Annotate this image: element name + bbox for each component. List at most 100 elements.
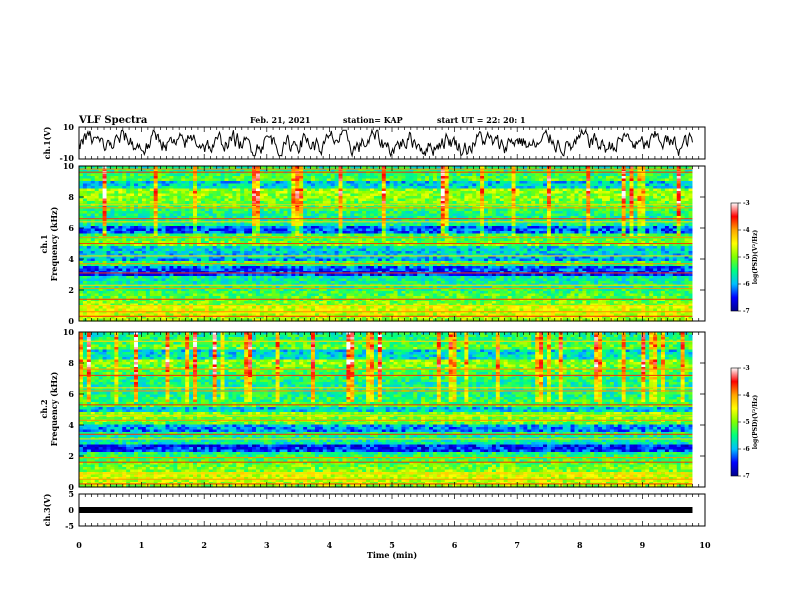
spectrogram-cell <box>255 183 261 187</box>
spectrogram-cell <box>554 176 560 180</box>
spectrogram-cell <box>126 183 131 187</box>
spectrogram-cell <box>212 178 218 182</box>
spectrogram-cell <box>436 168 442 172</box>
spectrogram-cell <box>126 166 131 170</box>
ch1-spectrogram-image <box>79 166 705 322</box>
spectrogram-cell <box>409 176 414 180</box>
spectrogram-cell <box>370 176 375 180</box>
spectrogram-cell <box>523 173 528 177</box>
spectrogram-cell <box>102 178 108 182</box>
spectrogram-cell <box>318 181 324 185</box>
spectrogram-cell <box>460 178 465 182</box>
spectrogram-cell <box>570 178 576 182</box>
spectrogram-cell <box>531 178 536 182</box>
spectrogram-cell <box>193 168 198 172</box>
spectrogram-cell <box>511 181 517 185</box>
spectrogram-cell <box>491 176 497 180</box>
spectrogram-cell <box>145 178 151 182</box>
spectrogram-cell <box>590 168 595 172</box>
spectrogram-cell <box>196 168 202 172</box>
spectrogram-cell <box>110 178 115 182</box>
spectrogram-cell <box>161 183 167 187</box>
spectrogram-cell <box>429 178 434 182</box>
spectrogram-cell <box>602 173 607 177</box>
spectrogram-cell <box>464 181 469 185</box>
spectrogram-cell <box>295 166 300 170</box>
spectrogram-cell <box>491 166 497 170</box>
spectrogram-cell <box>326 183 332 187</box>
spectrogram-cell <box>543 173 548 177</box>
spectrogram-cell <box>307 176 312 180</box>
spectrogram-cell <box>318 178 324 182</box>
spectrogram-cell <box>157 183 163 187</box>
spectrogram-cell <box>232 178 237 182</box>
spectrogram-cell <box>350 176 355 180</box>
spectrogram-cell <box>98 183 104 187</box>
spectrogram-cell <box>381 166 387 170</box>
spectrogram-cell <box>609 173 615 177</box>
spectrogram-cell <box>82 178 88 182</box>
spectrogram-cell <box>653 168 658 172</box>
spectrogram-cell <box>169 176 174 180</box>
spectrogram-cell <box>684 178 690 182</box>
spectrogram-cell <box>153 181 159 185</box>
spectrogram-cell <box>657 176 662 180</box>
spectrogram-cell <box>196 173 202 177</box>
spectrogram-cell <box>137 178 143 182</box>
spectrogram-cell <box>122 183 127 187</box>
spectrogram-cell <box>267 181 273 185</box>
spectrogram-cell <box>334 181 340 185</box>
spectrogram-cell <box>425 168 430 172</box>
spectrogram-cell <box>649 176 654 180</box>
spectrogram-cell <box>688 166 694 170</box>
spectrogram-cell <box>472 176 477 180</box>
spectrogram-cell <box>248 166 253 170</box>
spectrogram-cell <box>637 166 642 170</box>
spectrogram-cell <box>275 181 281 185</box>
spectrogram-cell <box>440 181 446 185</box>
spectrogram-cell <box>334 183 340 187</box>
spectrogram-cell <box>291 178 296 182</box>
spectrogram-cell <box>495 181 501 185</box>
spectrogram-cell <box>106 183 112 187</box>
spectrogram-cell <box>248 168 253 172</box>
start-time-label: start UT = 22: 20: 1 <box>437 115 526 125</box>
spectrogram-cell <box>275 178 281 182</box>
spectrogram-cell <box>181 168 186 172</box>
spectrogram-cell <box>527 168 532 172</box>
spectrogram-cell <box>177 183 182 187</box>
spectrogram-cell <box>527 178 532 182</box>
spectrogram-cell <box>373 166 379 170</box>
spectrogram-cell <box>236 181 241 185</box>
spectrogram-cell <box>236 183 241 187</box>
spectrogram-cell <box>649 181 654 185</box>
spectrogram-cell <box>377 166 383 170</box>
spectrogram-cell <box>566 181 572 185</box>
spectrogram-cell <box>417 181 422 185</box>
spectrogram-cell <box>283 176 289 180</box>
spectrogram-cell <box>566 176 572 180</box>
spectrogram-cell <box>511 168 517 172</box>
spectrogram-cell <box>279 168 285 172</box>
spectrogram-cell <box>200 176 206 180</box>
spectrogram-cell <box>491 173 497 177</box>
spectrogram-cell <box>645 181 650 185</box>
spectrogram-cell <box>271 168 277 172</box>
spectrogram-cell <box>602 181 607 185</box>
spectrogram-cell <box>444 181 450 185</box>
spectrogram-cell <box>389 178 395 182</box>
spectrogram-cell <box>476 168 481 172</box>
spectrogram-cell <box>515 168 521 172</box>
ch1-waveform-line <box>78 128 693 158</box>
spectrogram-cell <box>672 166 678 170</box>
spectrogram-cell <box>436 166 442 170</box>
spectrogram-cell <box>98 178 104 182</box>
spectrogram-cell <box>263 173 269 177</box>
spectrogram-cell <box>287 176 292 180</box>
spectrogram-cell <box>267 183 273 187</box>
spectrogram-cell <box>322 181 328 185</box>
spectrogram-cell <box>354 178 359 182</box>
spectrogram-cell <box>456 166 462 170</box>
spectrogram-cell <box>425 173 430 177</box>
spectrogram-cell <box>515 166 521 170</box>
